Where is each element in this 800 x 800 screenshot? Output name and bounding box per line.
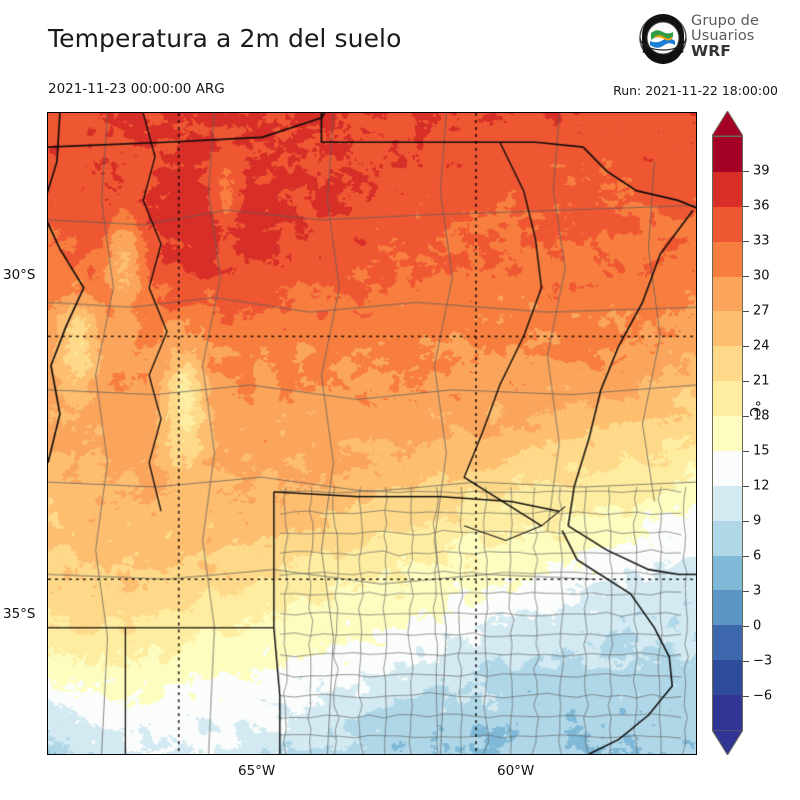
colorbar-tick--3 xyxy=(743,661,749,662)
colorbar-tick-39 xyxy=(743,171,749,172)
colorbar-band-7 xyxy=(713,381,742,416)
colorbar-tick-27 xyxy=(743,311,749,312)
colorbar-tick-33 xyxy=(743,241,749,242)
colorbar-tick-label-9: 9 xyxy=(753,513,762,529)
colorbar-tick-label--3: −3 xyxy=(753,653,773,669)
colorbar-tick-24 xyxy=(743,346,749,347)
run-time-label: Run: 2021-11-22 18:00:00 xyxy=(613,83,778,98)
logo-line-2: Usuarios xyxy=(691,27,755,44)
colorbar-tick-9 xyxy=(743,521,749,522)
colorbar-tick-label-39: 39 xyxy=(753,163,770,179)
globe-emblem-icon xyxy=(637,13,689,66)
colorbar-tick-36 xyxy=(743,206,749,207)
colorbar-tick-6 xyxy=(743,556,749,557)
colorbar-band-10 xyxy=(713,485,742,521)
colorbar-band-6 xyxy=(713,346,742,382)
colorbar-tick-label-21: 21 xyxy=(753,373,770,389)
logo-line-1: Grupo de xyxy=(691,13,759,29)
colorbar-band-16 xyxy=(713,695,742,730)
colorbar-tick-label-33: 33 xyxy=(753,233,770,249)
colorbar: 39 36 33 30 27 24 21 18 15 12 9 6 3 0 −3 −6 xyxy=(711,110,772,756)
colorbar-tick-12 xyxy=(743,486,749,487)
colorbar-tick-label--6: −6 xyxy=(753,688,773,704)
colorbar-tick-21 xyxy=(743,381,749,382)
temperature-field-raster xyxy=(48,113,696,754)
colorbar-band-2 xyxy=(713,206,742,242)
colorbar-extend-min-arrow xyxy=(711,729,744,756)
logo-text-block: Grupo de Usuarios WRF xyxy=(691,14,759,59)
colorbar-band-12 xyxy=(713,555,742,591)
colorbar-tick-label-3: 3 xyxy=(753,583,762,599)
colorbar-tick-30 xyxy=(743,276,749,277)
lon-label-60w: 60°W xyxy=(497,763,535,779)
colorbar-extend-max-arrow xyxy=(711,110,744,137)
logo-line-3: WRF xyxy=(691,41,731,60)
colorbar-tick-15 xyxy=(743,451,749,452)
colorbar-tick-label-36: 36 xyxy=(753,198,770,214)
lat-label-30s: 30°S xyxy=(3,267,36,283)
colorbar-band-0 xyxy=(713,137,742,172)
colorbar-tick-18 xyxy=(743,416,749,417)
colorbar-unit-label: °C xyxy=(746,400,762,417)
colorbar-tick-label-24: 24 xyxy=(753,338,770,354)
colorbar-tick-label-6: 6 xyxy=(753,548,762,564)
colorbar-bands xyxy=(712,136,743,731)
colorbar-tick-label-27: 27 xyxy=(753,303,770,319)
lat-label-35s: 35°S xyxy=(3,606,36,622)
colorbar-band-4 xyxy=(713,276,742,312)
colorbar-tick-label-0: 0 xyxy=(753,618,762,634)
colorbar-tick-label-15: 15 xyxy=(753,443,770,459)
colorbar-tick-label-18: 18 xyxy=(753,408,770,424)
page-title: Temperatura a 2m del suelo xyxy=(48,24,402,53)
colorbar-band-5 xyxy=(713,311,742,347)
colorbar-band-13 xyxy=(713,590,742,626)
colorbar-band-3 xyxy=(713,241,742,277)
colorbar-band-15 xyxy=(713,660,742,695)
colorbar-tick-3 xyxy=(743,591,749,592)
colorbar-tick-0 xyxy=(743,626,749,627)
colorbar-band-8 xyxy=(713,416,742,451)
wrf-user-group-logo: Grupo de Usuarios WRF xyxy=(637,13,792,69)
colorbar-tick-label-12: 12 xyxy=(753,478,770,494)
colorbar-tick--6 xyxy=(743,696,749,697)
colorbar-band-9 xyxy=(713,450,742,486)
colorbar-band-14 xyxy=(713,625,742,661)
lon-label-65w: 65°W xyxy=(238,763,276,779)
colorbar-band-11 xyxy=(713,520,742,556)
colorbar-band-1 xyxy=(713,171,742,207)
colorbar-tick-label-30: 30 xyxy=(753,268,770,284)
temperature-map[interactable] xyxy=(47,112,697,755)
valid-time-label: 2021-11-23 00:00:00 ARG xyxy=(48,81,225,97)
